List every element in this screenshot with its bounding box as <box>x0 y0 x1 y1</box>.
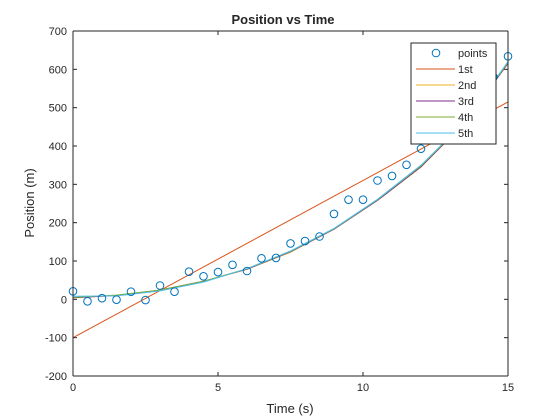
data-point <box>344 195 353 204</box>
data-point <box>97 293 107 303</box>
data-point <box>315 232 324 241</box>
data-point <box>228 260 237 270</box>
data-point <box>112 295 121 305</box>
x-tick-label: 10 <box>357 382 369 394</box>
legend-label-1st: 1st <box>458 64 473 76</box>
data-point <box>271 253 281 263</box>
data-point <box>329 209 339 219</box>
legend-label-3rd: 3rd <box>458 96 474 108</box>
legend-box <box>410 42 497 145</box>
data-point <box>126 287 136 297</box>
data-point <box>402 160 411 170</box>
y-axis-title: Position (m) <box>22 168 37 237</box>
y-tick-label: 700 <box>49 26 67 38</box>
data-point <box>358 195 368 204</box>
legend-label-5th: 5th <box>458 128 473 140</box>
data-point <box>155 281 165 290</box>
data-point <box>373 176 382 185</box>
legend-label-points: points <box>458 48 488 60</box>
axes-layer <box>72 30 509 377</box>
y-tick-label: 200 <box>49 218 67 230</box>
data-point <box>387 171 397 181</box>
y-tick-label: -200 <box>45 371 67 383</box>
y-tick-label: 500 <box>49 103 67 115</box>
data-point <box>286 239 295 248</box>
legend: points 1st 2nd 3rd 4th 5th <box>410 42 497 145</box>
x-tick-label: 15 <box>502 382 514 394</box>
data-point <box>170 287 179 297</box>
data-point <box>213 267 223 277</box>
x-tick-label: 5 <box>215 382 221 394</box>
y-tick-label: 300 <box>49 179 67 191</box>
y-tick-label: -100 <box>45 333 67 345</box>
x-tick-label: 0 <box>70 382 76 394</box>
legend-label-4th: 4th <box>458 112 473 124</box>
y-tick-label: 600 <box>49 64 67 76</box>
legend-marker-points <box>431 48 441 58</box>
ticks-layer: 0 5 10 15 -200 -100 0 100 200 300 400 500 600 700 <box>45 26 514 394</box>
y-tick-label: 400 <box>49 141 67 153</box>
data-point <box>141 295 150 305</box>
data-point <box>199 272 208 281</box>
data-point <box>300 236 310 246</box>
data-point <box>83 297 92 306</box>
x-axis-title: Time (s) <box>266 401 313 416</box>
chart-title: Position vs Time <box>231 12 334 27</box>
series-line-5th <box>72 61 509 297</box>
data-point <box>242 266 252 276</box>
data-point <box>416 144 426 153</box>
y-tick-label: 0 <box>61 294 67 306</box>
data-point <box>184 267 194 277</box>
legend-label-2nd: 2nd <box>458 80 476 92</box>
data-point <box>257 253 266 263</box>
y-tick-label: 100 <box>49 256 67 268</box>
